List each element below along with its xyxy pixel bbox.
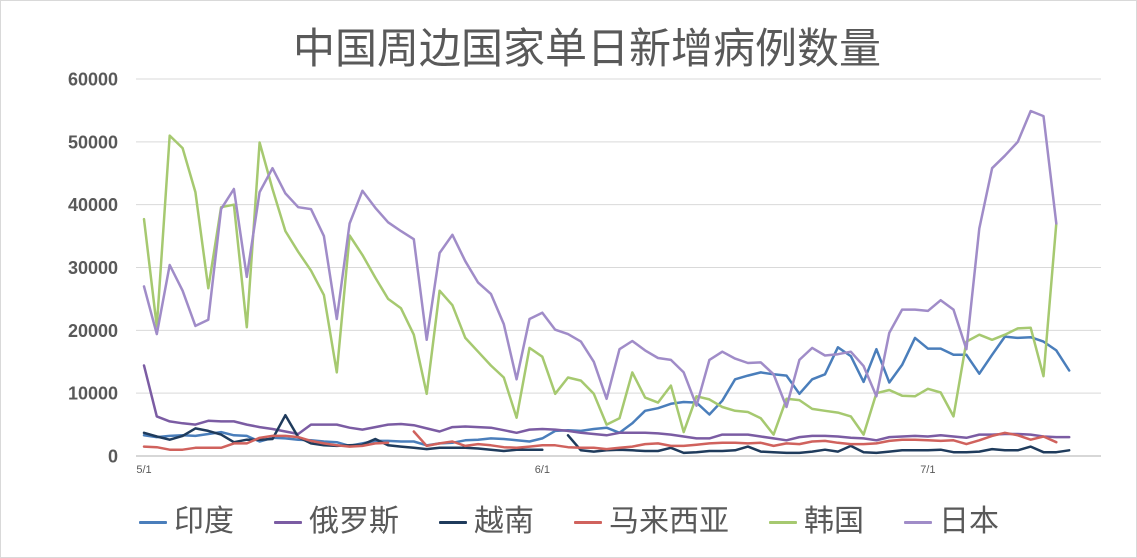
legend-swatch: [574, 520, 602, 524]
y-axis-tick-labels: 0 10000 20000 30000 40000 50000 60000: [68, 70, 118, 467]
series-line-6: [142, 109, 1058, 409]
series-line-5: [142, 134, 1058, 436]
legend-item: 印度: [139, 504, 234, 540]
y-tick-label: 40000: [68, 195, 118, 215]
legend-item: 越南: [439, 504, 534, 540]
legend-item: 俄罗斯: [274, 504, 399, 540]
series-line-2: [142, 364, 1071, 442]
x-tick-label: 5/1: [136, 464, 151, 476]
legend-label: 日本: [939, 504, 999, 539]
y-tick-label: 0: [108, 447, 118, 467]
legend-swatch: [139, 520, 167, 524]
series-lines: [142, 109, 1071, 455]
x-tick-label: 7/1: [920, 464, 935, 476]
legend-swatch: [439, 520, 467, 524]
legend-label: 印度: [174, 504, 234, 539]
series-line-4: [142, 430, 1058, 451]
gridlines: [136, 78, 1101, 457]
x-axis-tick-labels: 5/1 6/1 7/1: [136, 464, 935, 476]
legend-swatch: [769, 520, 797, 524]
legend-item: 日本: [904, 504, 999, 540]
legend-label: 越南: [474, 504, 534, 539]
legend-item: 韩国: [769, 504, 864, 540]
y-tick-label: 20000: [68, 321, 118, 341]
y-tick-label: 10000: [68, 384, 118, 404]
legend-label: 韩国: [804, 504, 864, 539]
legend-swatch: [904, 520, 932, 524]
y-tick-label: 30000: [68, 258, 118, 278]
legend-label: 马来西亚: [609, 504, 729, 539]
legend-label: 俄罗斯: [309, 504, 399, 539]
y-tick-label: 50000: [68, 132, 118, 152]
legend-swatch: [274, 520, 302, 524]
x-tick-label: 6/1: [535, 464, 550, 476]
series-line-1: [142, 335, 1071, 448]
chart-title: 中国周边国家单日新增病例数量: [292, 24, 881, 73]
chart-legend: 印度 俄罗斯 越南 马来西亚 韩国 日本: [139, 504, 999, 540]
y-tick-label: 60000: [68, 70, 118, 90]
legend-item: 马来西亚: [574, 504, 729, 540]
